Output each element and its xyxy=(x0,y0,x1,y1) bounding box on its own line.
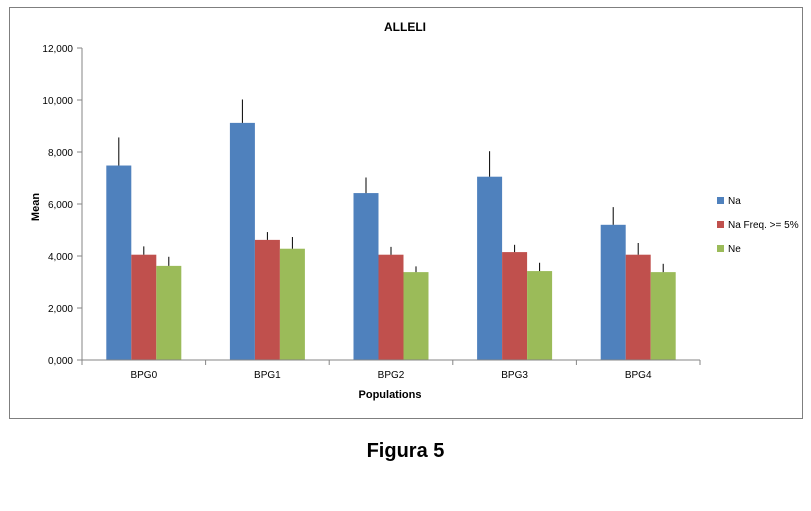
legend-label: Ne xyxy=(728,244,741,255)
bar-bpg3-series-3 xyxy=(527,271,553,360)
x-tick-label: BPG0 xyxy=(130,370,157,381)
y-tick-label: 10,000 xyxy=(42,96,73,107)
legend-label: Na Freq. >= 5% xyxy=(728,220,799,231)
x-tick-label: BPG2 xyxy=(378,370,405,381)
y-tick-label: 4,000 xyxy=(48,252,73,263)
x-tick-label: BPG3 xyxy=(501,370,528,381)
bar-bpg2-series-3 xyxy=(403,272,429,360)
bar-bpg1-series-3 xyxy=(279,248,305,360)
y-tick-label: 12,000 xyxy=(42,44,73,55)
legend-swatch xyxy=(717,221,724,228)
figure-caption: Figura 5 xyxy=(366,440,445,462)
bar-bpg0-series-2 xyxy=(131,254,157,360)
y-axis-label: Mean xyxy=(30,193,42,221)
bar-bpg2-series-2 xyxy=(378,254,404,360)
legend-swatch xyxy=(717,197,724,204)
y-tick-label: 8,000 xyxy=(48,148,73,159)
bar-bpg3-series-2 xyxy=(502,252,528,360)
bar-bpg4-series-2 xyxy=(625,254,651,360)
chart-title: ALLELI xyxy=(384,20,426,34)
bar-bpg0-series-3 xyxy=(156,265,182,360)
x-axis-label: Populations xyxy=(359,389,422,401)
y-tick-label: 6,000 xyxy=(48,200,73,211)
bar-bpg0-series-1 xyxy=(106,165,132,360)
bar-bpg2-series-1 xyxy=(353,193,379,360)
x-tick-label: BPG4 xyxy=(625,370,652,381)
bar-bpg4-series-3 xyxy=(650,272,676,360)
x-tick-label: BPG1 xyxy=(254,370,281,381)
legend-label: Na xyxy=(728,196,741,207)
bar-chart: ALLELI Mean Populations 0,000 2,000 4,000 6… xyxy=(30,20,799,401)
bar-bpg1-series-1 xyxy=(229,122,255,360)
bar-bpg3-series-1 xyxy=(477,176,503,360)
y-tick-label: 2,000 xyxy=(48,304,73,315)
y-tick-label: 0,000 xyxy=(48,356,73,367)
bar-bpg4-series-1 xyxy=(600,224,626,360)
bar-bpg1-series-2 xyxy=(254,239,280,360)
legend-swatch xyxy=(717,245,724,252)
